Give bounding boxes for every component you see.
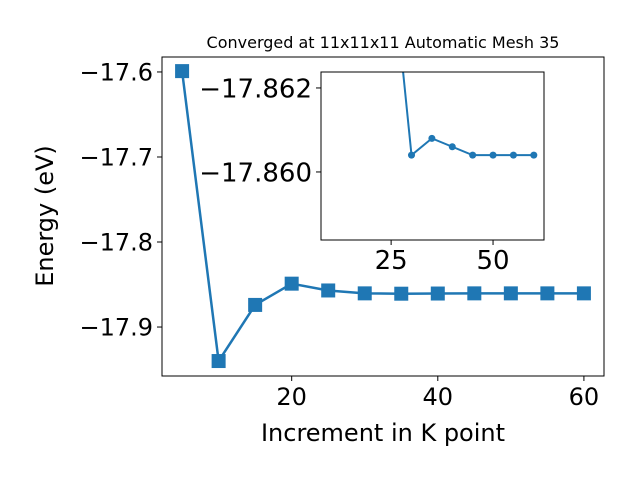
x-axis-label: Increment in K point [261,419,505,447]
data-point [408,151,416,159]
y-tick-label: −17.7 [79,144,153,172]
data-point [430,286,445,301]
data-point [394,286,409,301]
y-tick-label: −17.9 [79,314,153,342]
data-point [503,286,518,301]
data-point [469,151,477,159]
x-tick-label: 25 [375,246,408,276]
x-tick-label: 50 [476,246,509,276]
data-point [530,151,538,159]
data-point [357,286,372,301]
chart-title: Converged at 11x11x11 Automatic Mesh 35 [207,33,560,52]
axes-frame [161,56,605,377]
plot-layer [175,64,591,369]
y-tick-label: −17.862 [199,74,312,104]
data-point [448,143,456,151]
data-point [576,286,591,301]
data-point [467,286,482,301]
y-tick-label: −17.6 [79,59,153,87]
data-point [175,64,190,79]
y-tick-label: −17.8 [79,229,153,257]
data-point [284,276,299,291]
data-point [428,134,436,142]
x-tick-label: 60 [569,383,600,411]
data-point [509,151,517,159]
x-tick-label: 20 [276,383,307,411]
data-point [321,283,336,298]
data-point [211,354,226,369]
plot-layer [402,72,538,159]
y-axis-label: Energy (eV) [31,145,59,287]
y-tick-label: −17.860 [199,158,312,188]
x-tick-label: 40 [423,383,454,411]
axes-frame [320,71,545,241]
data-point [248,297,263,312]
data-point [489,151,497,159]
data-point [540,286,555,301]
